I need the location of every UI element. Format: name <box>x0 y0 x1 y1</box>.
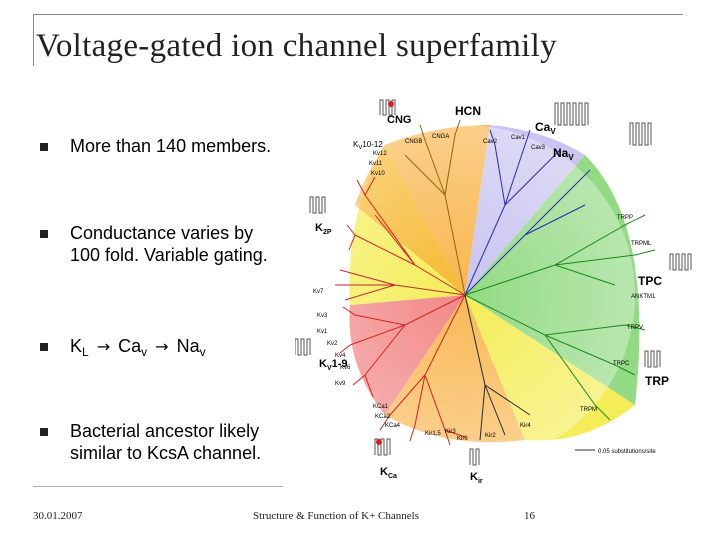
label-cngb: CNGB <box>405 139 422 145</box>
label-kv1: Kv1 <box>317 329 328 335</box>
kca-channel-icon <box>374 438 391 456</box>
colored-sectors <box>295 125 640 465</box>
kca-ligand-icon <box>376 439 382 445</box>
label-trpv: TRPV <box>627 325 643 331</box>
bullet-text: Conductance varies by 100 fold. Variable… <box>70 223 268 265</box>
label-cav3: Cav3 <box>531 145 546 151</box>
trp-channel-icon <box>644 350 661 368</box>
label-cnga: CNGA <box>432 134 449 140</box>
label-kir4: Kir4 <box>520 423 531 429</box>
label-kca1: KCa1 <box>373 404 389 410</box>
frame-line-horizontal <box>33 14 683 15</box>
label-trpm: TRPM <box>580 407 597 413</box>
label-trpc: TRPC <box>613 361 630 367</box>
label-kv11: Kv11 <box>369 161 383 167</box>
tree-branches <box>335 119 656 446</box>
k2p-channel-icon <box>309 196 326 214</box>
channel-topology-icons <box>295 99 692 466</box>
label-kv4: Kv4 <box>335 353 346 359</box>
cng-channel-icon <box>379 99 396 116</box>
figure-labels: CNG HCN CaV NaV KV10-12 CNGB CNGA Kv12 K… <box>313 104 669 485</box>
label-kir3: Kir3 <box>445 429 456 435</box>
kv-channel-icon <box>295 338 311 356</box>
tpc-channel-icon <box>669 253 692 271</box>
label-cng: CNG <box>387 114 411 126</box>
bullet-square-icon <box>40 428 48 436</box>
label-kv10: Kv10 <box>371 171 385 177</box>
label-scale: 0.05 substitutions/site <box>598 449 656 455</box>
arrow-icon: → <box>155 337 169 356</box>
label-kca: KCa <box>380 466 397 480</box>
bullet-text: More than 140 members. <box>70 136 272 156</box>
footer-date: 30.01.2007 <box>33 510 83 522</box>
cng-ligand-icon <box>388 101 394 107</box>
label-ankm1: ANKTM1 <box>631 294 656 300</box>
label-trpp: TRPP <box>617 215 633 221</box>
label-kir: Kir <box>470 471 483 485</box>
label-trp: TRP <box>645 374 669 388</box>
label-kca2: KCa2 <box>375 414 391 420</box>
label-kir2: Kir2 <box>485 433 496 439</box>
label-kv19: KV1-9 <box>319 358 348 372</box>
label-kv2: Kv2 <box>327 341 338 347</box>
footer-page-number: 16 <box>524 510 535 522</box>
bullet-text: Bacterial ancestor likely similar to Kcs… <box>70 421 262 463</box>
bullet-text: KL → Cav → Nav <box>70 336 206 359</box>
bullet-square-icon <box>40 343 48 351</box>
cav-channel-icon <box>554 102 589 126</box>
kir-channel-icon <box>469 448 480 466</box>
phylogenetic-tree-figure: CNG HCN CaV NaV KV10-12 CNGB CNGA Kv12 K… <box>295 99 692 485</box>
label-trpml: TRPML <box>631 241 652 247</box>
label-kv6: Kv6 <box>340 365 351 371</box>
label-kv1012: KV10-12 <box>353 140 383 151</box>
label-kca4: KCa4 <box>385 423 401 429</box>
label-kv9: Kv9 <box>335 381 346 387</box>
label-kv12: Kv12 <box>373 151 387 157</box>
label-tpc: TPC <box>638 274 662 288</box>
label-cav: CaV <box>535 120 556 136</box>
label-cav1: Cav1 <box>511 135 526 141</box>
nav-channel-icon <box>629 122 652 146</box>
bullet-square-icon <box>40 230 48 238</box>
label-k2p: K2P <box>315 222 332 236</box>
label-kir6: Kir6 <box>457 436 468 442</box>
frame-line-vertical <box>33 14 34 66</box>
bullet-square-icon <box>40 143 48 151</box>
footer-title: Structure & Function of K+ Channels <box>253 510 419 522</box>
label-nav: NaV <box>553 146 574 162</box>
label-kir15: Kir1,5 <box>425 431 441 437</box>
label-cav2: Cav2 <box>483 139 498 145</box>
footer-divider <box>33 486 283 487</box>
label-kv7: Kv7 <box>313 289 324 295</box>
label-kv3: Kv3 <box>317 313 328 319</box>
label-hcn: HCN <box>455 104 481 118</box>
slide-title: Voltage-gated ion channel superfamily <box>36 28 557 64</box>
arrow-icon: → <box>96 337 111 356</box>
